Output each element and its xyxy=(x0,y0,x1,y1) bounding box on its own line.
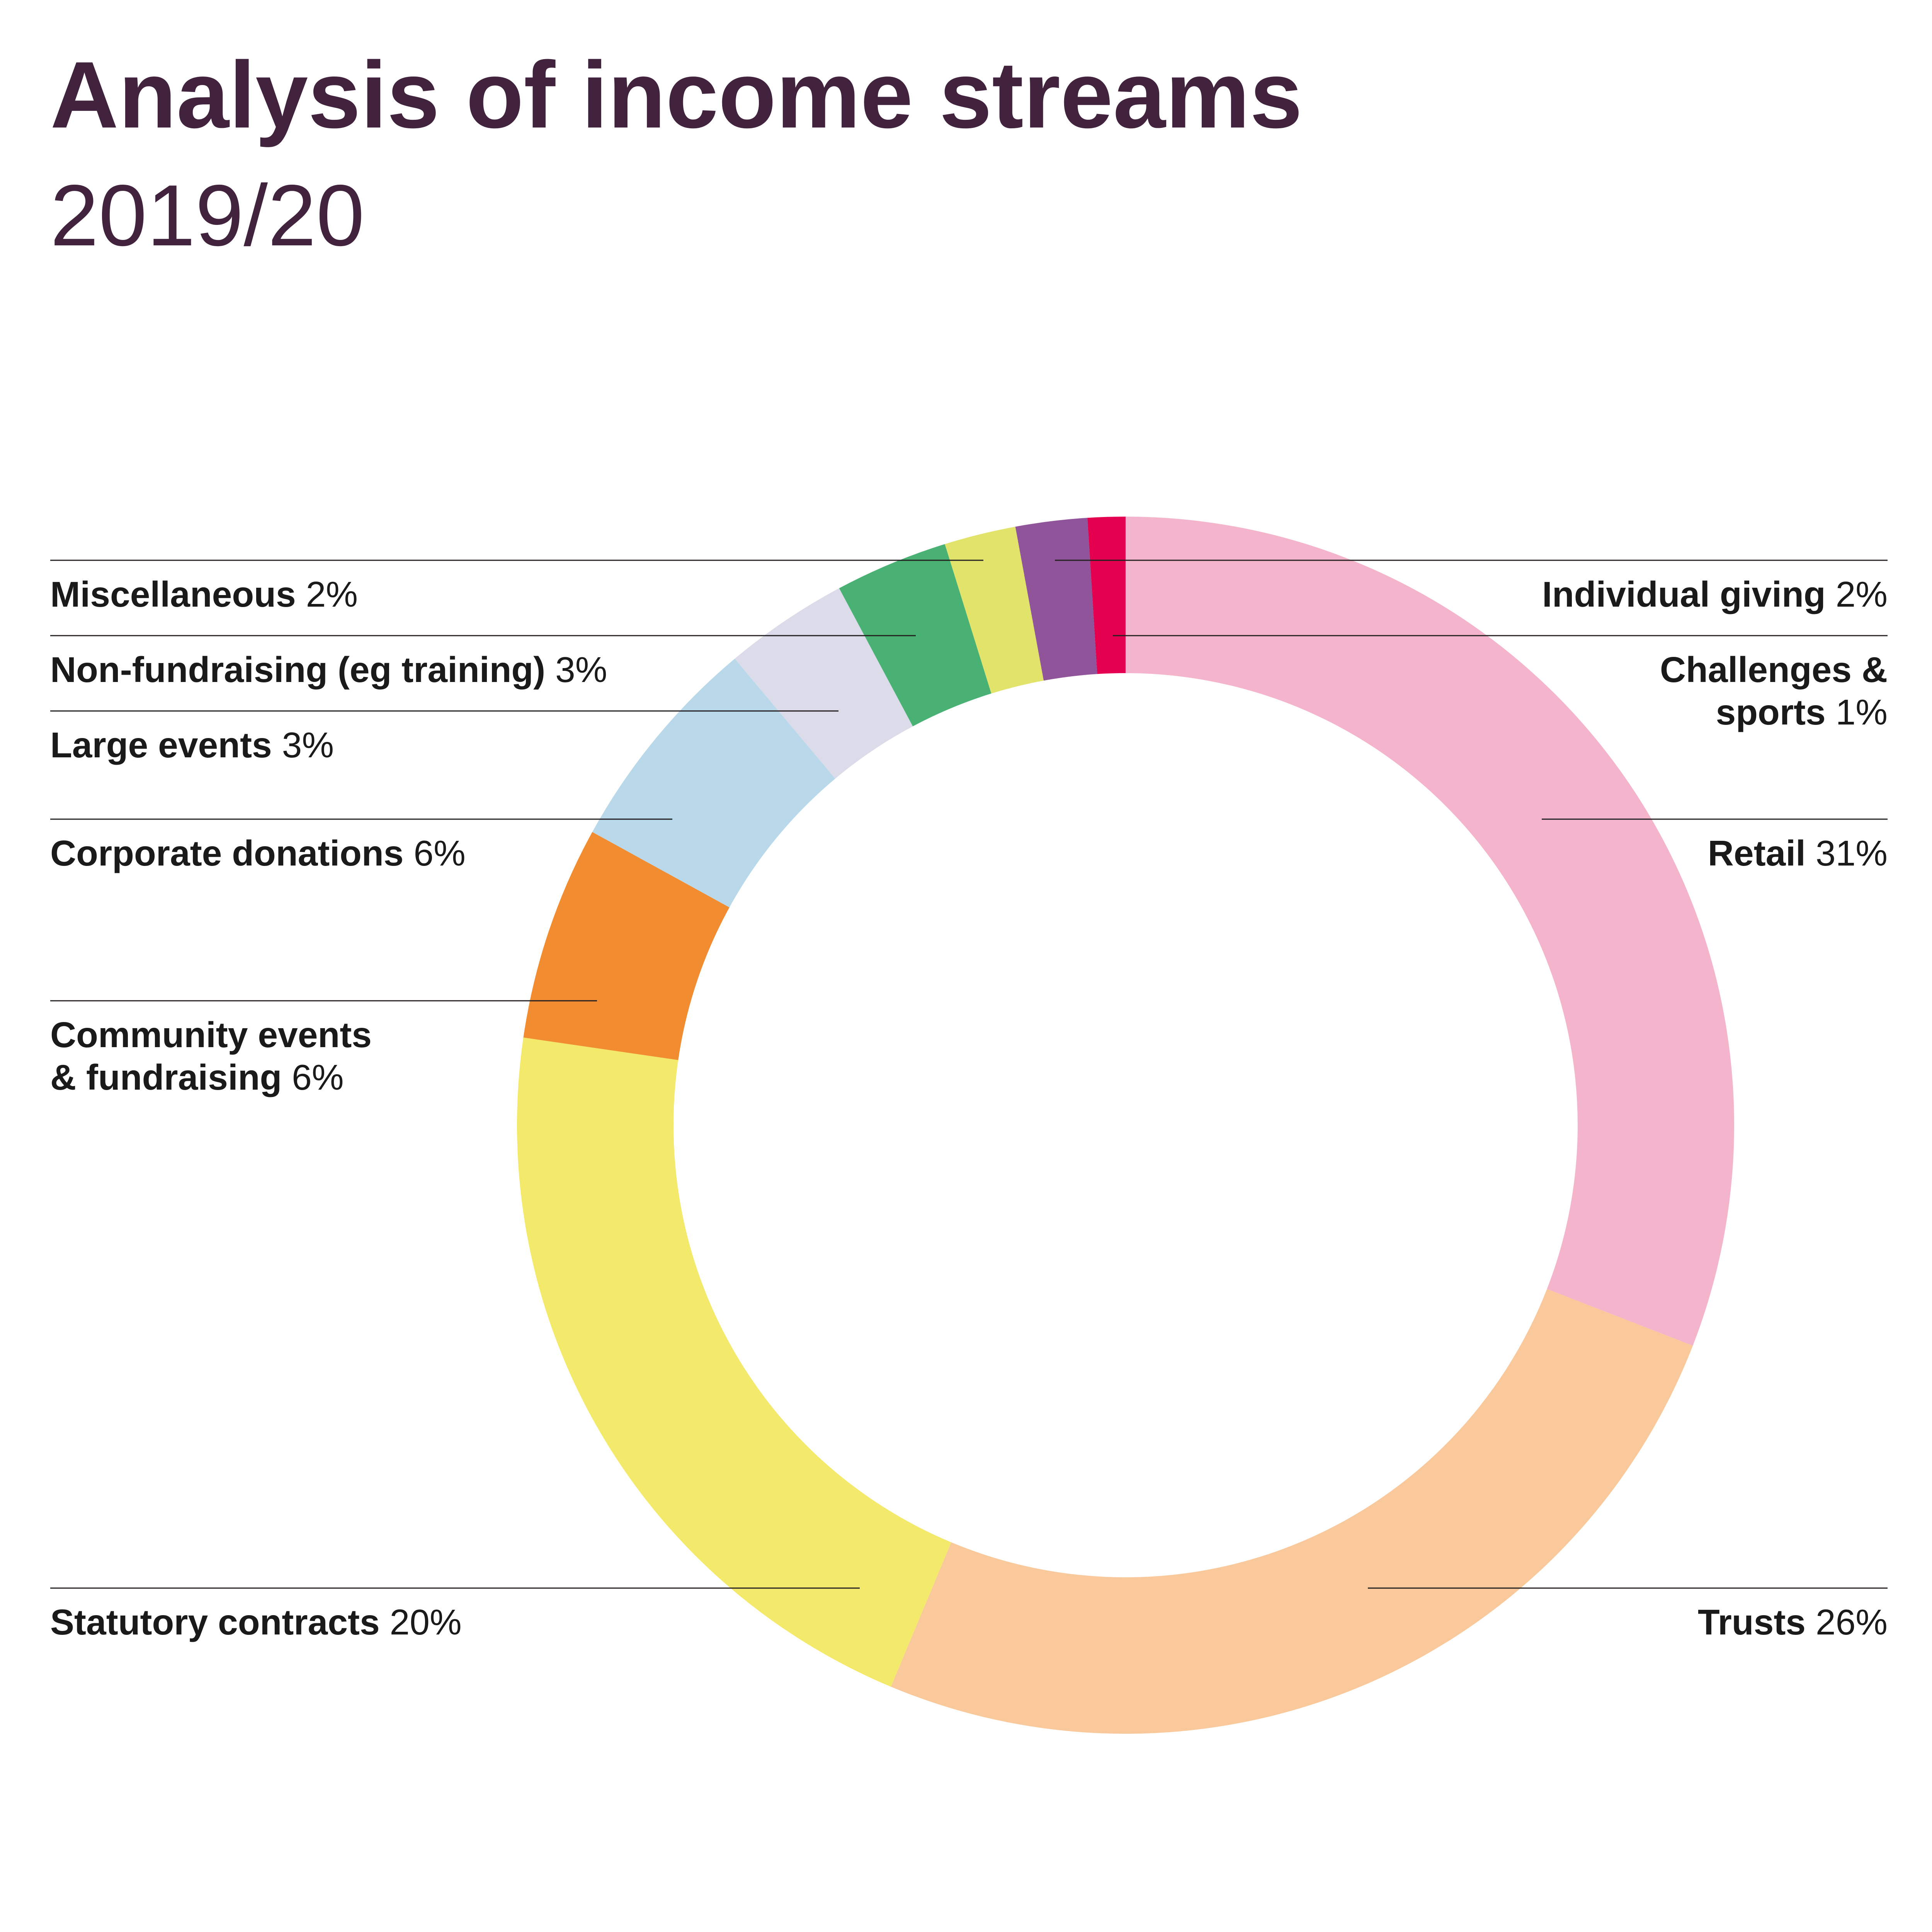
label-name: Statutory contracts xyxy=(50,1602,380,1642)
label-name: Challenges & xyxy=(1660,650,1888,690)
label-percent: 2% xyxy=(296,574,358,614)
label-challenges-sports-line-2: sports 1% xyxy=(1716,692,1888,732)
label-miscellaneous: Miscellaneous 2% xyxy=(50,574,358,614)
slice-labels: Challenges &sports 1% Individual giving 2… xyxy=(50,574,1888,1642)
slice-trusts xyxy=(891,1289,1693,1734)
label-percent: 6% xyxy=(282,1057,344,1097)
slice-individual-giving xyxy=(1015,518,1097,681)
label-name: Miscellaneous xyxy=(50,574,296,614)
chart-title: Analysis of income streams xyxy=(50,42,1303,148)
label-name: Individual giving xyxy=(1542,574,1826,614)
label-non-fundraising-eg-training: Non-fundraising (eg training) 3% xyxy=(50,650,607,690)
slice-retail xyxy=(1126,517,1734,1346)
label-name: Large events xyxy=(50,725,272,765)
label-challenges-sports-line-1: Challenges & xyxy=(1660,650,1888,690)
label-community-events-fundraising-line-2: & fundraising 6% xyxy=(50,1057,344,1097)
leader-lines xyxy=(50,560,1888,1589)
label-percent: 3% xyxy=(545,650,607,690)
slice-challenges-sports xyxy=(1087,517,1126,674)
label-name: Retail xyxy=(1708,833,1806,873)
label-corporate-donations: Corporate donations 6% xyxy=(50,833,466,873)
slice-corporate-donations xyxy=(592,658,835,908)
label-large-events: Large events 3% xyxy=(50,725,334,765)
label-individual-giving: Individual giving 2% xyxy=(1542,574,1888,614)
donut-slices xyxy=(517,517,1734,1734)
slice-miscellaneous xyxy=(945,527,1044,694)
label-percent: 3% xyxy=(272,725,334,765)
label-percent: 1% xyxy=(1826,692,1888,732)
slice-statutory-contracts xyxy=(517,1037,951,1687)
label-name: & fundraising xyxy=(50,1057,282,1097)
label-retail: Retail 31% xyxy=(1708,833,1888,873)
label-name: Non-fundraising (eg training) xyxy=(50,650,545,690)
label-percent: 31% xyxy=(1806,833,1888,873)
slice-community-events-fundraising xyxy=(523,832,730,1060)
label-name: Trusts xyxy=(1698,1602,1806,1642)
chart-subtitle: 2019/20 xyxy=(50,167,364,264)
label-statutory-contracts: Statutory contracts 20% xyxy=(50,1602,462,1642)
label-trusts: Trusts 26% xyxy=(1698,1602,1888,1642)
label-name: Corporate donations xyxy=(50,833,404,873)
label-name: Community events xyxy=(50,1015,372,1055)
label-name: sports xyxy=(1716,692,1826,732)
label-community-events-fundraising-line-1: Community events xyxy=(50,1015,372,1055)
label-percent: 6% xyxy=(404,833,466,873)
label-percent: 2% xyxy=(1826,574,1888,614)
label-percent: 26% xyxy=(1806,1602,1888,1642)
label-percent: 20% xyxy=(380,1602,462,1642)
